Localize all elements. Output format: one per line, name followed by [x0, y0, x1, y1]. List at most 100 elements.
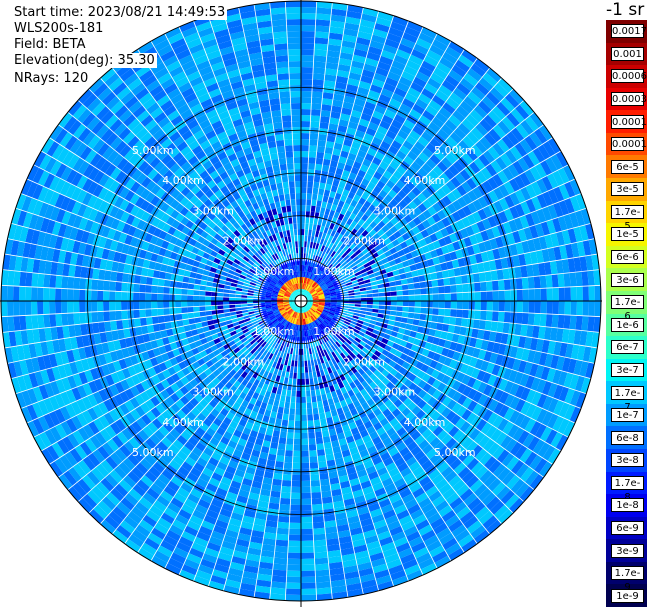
ppi-cell [345, 315, 353, 321]
ppi-cell [315, 319, 320, 326]
ppi-cell [208, 580, 225, 591]
ppi-cell [576, 301, 583, 316]
ppi-cell [286, 25, 301, 32]
ppi-cell [271, 405, 279, 413]
ppi-cell [266, 514, 279, 522]
ppi-cell [375, 574, 392, 585]
ppi-cell [524, 336, 533, 350]
ppi-cell [416, 325, 425, 334]
ppi-cell [332, 415, 340, 423]
ppi-cell [319, 116, 331, 124]
ppi-cell [485, 425, 498, 439]
ppi-cell [318, 303, 325, 306]
ppi-cell [255, 585, 271, 594]
ppi-cell [283, 340, 289, 347]
ppi-cell [294, 414, 301, 421]
ppi-cell [436, 429, 449, 442]
ppi-cell [301, 55, 314, 62]
ppi-cell [467, 400, 478, 413]
ppi-cell [326, 543, 341, 552]
ppi-cell [61, 288, 68, 301]
ppi-cell [308, 310, 313, 316]
ppi-cell [449, 341, 458, 352]
ppi-cell [343, 498, 356, 507]
ppi-cell [301, 37, 315, 44]
ppi-cell [358, 350, 367, 358]
ppi-cell [327, 339, 333, 347]
ppi-cell [486, 301, 493, 312]
ppi-cell [61, 301, 68, 314]
ppi-cell [157, 293, 164, 301]
ppi-cell [306, 303, 312, 307]
ppi-cell [315, 333, 321, 340]
ppi-cell [323, 327, 330, 334]
ppi-cell [322, 435, 331, 444]
ppi-cell [502, 367, 513, 381]
ppi-cell [485, 310, 493, 322]
ppi-cell [370, 557, 387, 568]
ppi-cell [445, 453, 458, 466]
ppi-cell [413, 338, 421, 347]
ppi-cell [526, 324, 534, 338]
ppi-cell [535, 338, 544, 353]
ppi-cell [199, 558, 216, 570]
ppi-cell [487, 477, 502, 492]
ppi-cell [353, 378, 361, 387]
ppi-cell [357, 319, 364, 325]
ppi-cell [424, 417, 435, 429]
ppi-cell [498, 343, 507, 356]
ppi-cell [316, 449, 326, 457]
ppi-cell [594, 301, 601, 317]
ppi-cell [474, 448, 488, 462]
ppi-cell [314, 425, 322, 433]
ppi-cell [457, 334, 466, 345]
ppi-cell [424, 320, 432, 329]
ppi-cell [398, 327, 406, 335]
ppi-cell [276, 350, 282, 358]
ppi-cell [500, 355, 510, 368]
ppi-cell [293, 432, 301, 439]
ppi-cell [466, 457, 480, 471]
ppi-cell [484, 320, 492, 332]
ppi-cell [279, 394, 286, 402]
ppi-cell [297, 354, 301, 361]
ppi-cell [388, 467, 400, 478]
ppi-cell [304, 366, 309, 373]
ppi-cell [368, 336, 376, 343]
ppi-cell [415, 409, 426, 420]
ppi-cell [109, 280, 117, 292]
ppi-cell [286, 328, 291, 335]
ppi-cell [429, 452, 442, 465]
ppi-cell [305, 304, 312, 309]
ppi-cell [373, 569, 390, 580]
ppi-cell [121, 272, 130, 283]
ppi-cell [441, 323, 450, 333]
ppi-cell [407, 336, 416, 345]
ppi-cell [306, 302, 313, 305]
ppi-cell [378, 301, 385, 306]
ppi-cell [347, 345, 355, 352]
ppi-cell [295, 187, 301, 194]
ppi-cell [497, 365, 507, 379]
ppi-cell [295, 408, 301, 415]
ppi-cell [325, 347, 331, 355]
ppi-cell [232, 474, 244, 484]
ppi-cell [304, 305, 309, 311]
ppi-cell [395, 441, 407, 452]
ppi-cell [286, 163, 295, 170]
ppi-cell [440, 465, 454, 479]
ppi-cell [310, 315, 316, 322]
ppi-cell [477, 487, 492, 502]
ppi-cell [294, 360, 298, 367]
ppi-cell [443, 356, 453, 367]
ppi-cell [380, 360, 389, 369]
ppi-cell [480, 301, 487, 311]
ppi-cell [425, 448, 438, 460]
ppi-cell [91, 301, 98, 312]
ppi-cell [223, 584, 240, 595]
ppi-cell [7, 270, 15, 286]
ppi-cell [269, 593, 286, 601]
ppi-cell [317, 306, 324, 310]
ppi-cell [503, 311, 511, 323]
ppi-cell [151, 285, 158, 294]
